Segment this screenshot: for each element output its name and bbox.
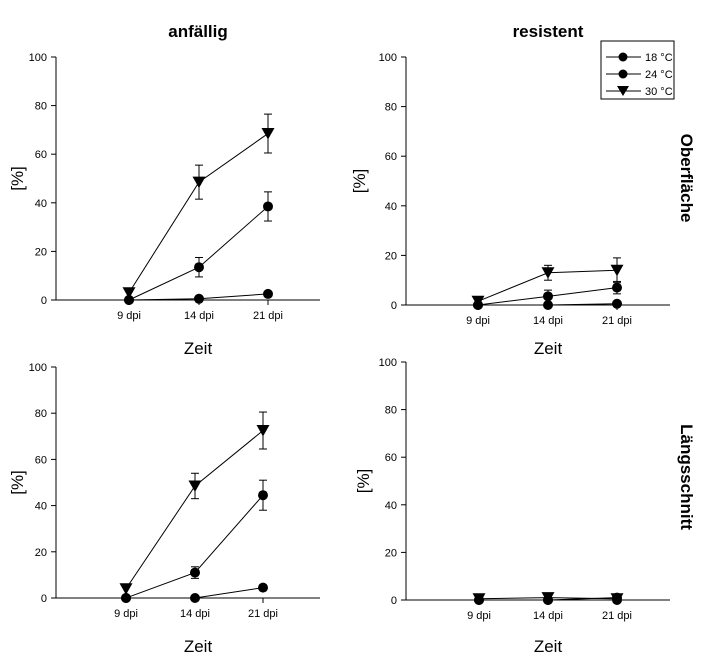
panel-top-left: 0 20 40 60 80 100 9 dpi 14 dpi 21 dpi Zeit [%] (8, 52, 320, 358)
y-tick-label: 0 (391, 595, 397, 607)
data-point (121, 593, 131, 603)
x-tick-label: 14 dpi (184, 310, 214, 322)
x-tick-label: 14 dpi (180, 608, 210, 620)
x-tick-label: 21 dpi (248, 608, 278, 620)
legend-marker (617, 86, 629, 96)
data-point (194, 293, 204, 304)
legend-marker (618, 52, 628, 62)
y-tick-label: 80 (35, 101, 47, 113)
y-axis-title: [%] (8, 470, 27, 495)
legend: 18 °C 24 °C 30 °C (600, 40, 675, 100)
x-tick-label: 21 dpi (602, 315, 632, 327)
x-axis-title: Zeit (534, 637, 563, 656)
y-tick-label: 80 (35, 408, 47, 420)
panel-bottom-left: 0 20 40 60 80 100 9 dpi 14 dpi 21 dpi Zeit [%] (8, 362, 320, 656)
x-tick-label: 14 dpi (533, 315, 563, 327)
y-tick-label: 60 (35, 149, 47, 161)
y-tick-label: 20 (35, 547, 47, 559)
y-tick-label: 100 (379, 357, 397, 369)
series-line (128, 206, 269, 301)
x-axis-title: Zeit (534, 339, 563, 358)
x-tick-label: 9 dpi (467, 610, 491, 622)
series-2 (473, 280, 622, 310)
data-point (190, 593, 200, 603)
y-tick-label: 0 (41, 295, 47, 307)
y-tick-label: 40 (385, 500, 397, 512)
data-point (256, 425, 270, 437)
y-tick-label: 0 (391, 300, 397, 312)
x-tick-label: 14 dpi (533, 610, 563, 622)
data-point (190, 567, 200, 578)
column-title-resistent: resistent (513, 22, 584, 41)
y-tick-label: 40 (385, 201, 397, 213)
data-point (612, 298, 622, 309)
x-tick-label: 9 dpi (117, 310, 141, 322)
series-3 (472, 592, 624, 605)
y-axis-title: [%] (8, 166, 27, 191)
x-tick-label: 9 dpi (466, 315, 490, 327)
y-tick-label: 100 (29, 52, 47, 64)
series-2 (124, 191, 273, 305)
y-tick-label: 20 (385, 250, 397, 262)
data-point (541, 592, 555, 604)
legend-label: 24 °C (645, 69, 673, 81)
data-point (610, 264, 624, 277)
row-title-laengsschnitt: Längsschnitt (677, 424, 696, 530)
data-point (258, 490, 268, 501)
y-tick-label: 80 (385, 405, 397, 417)
series-line (125, 494, 264, 599)
x-tick-label: 9 dpi (114, 608, 138, 620)
data-point (610, 593, 624, 605)
y-axis-title: [%] (350, 169, 369, 194)
legend-label: 30 °C (645, 86, 673, 98)
y-tick-label: 100 (379, 52, 397, 64)
y-tick-label: 40 (35, 198, 47, 210)
data-point (258, 582, 268, 593)
y-tick-label: 40 (35, 501, 47, 513)
data-point (194, 262, 204, 273)
data-point (263, 288, 273, 299)
panel-bottom-right: 0 20 40 60 80 100 9 dpi 14 dpi 21 dpi Zeit [%] (354, 357, 670, 656)
series-2 (121, 479, 268, 603)
y-tick-label: 80 (385, 102, 397, 114)
x-tick-label: 21 dpi (602, 610, 632, 622)
data-point (119, 583, 133, 595)
column-title-anfaellig: anfällig (168, 22, 228, 41)
data-point (543, 291, 553, 302)
data-point (261, 128, 275, 140)
y-tick-label: 100 (29, 362, 47, 374)
data-point (124, 295, 134, 305)
data-point (122, 287, 136, 299)
data-point (612, 282, 622, 293)
series-3 (119, 411, 270, 595)
data-point (192, 176, 206, 189)
legend-box (600, 40, 675, 100)
x-axis-title: Zeit (184, 637, 213, 656)
y-axis-title: [%] (354, 469, 373, 494)
data-point (472, 593, 486, 605)
y-tick-label: 20 (35, 246, 47, 258)
legend-label: 18 °C (645, 52, 673, 64)
y-tick-label: 20 (385, 547, 397, 559)
series-3 (122, 113, 275, 299)
series-1 (121, 582, 268, 603)
legend-marker (618, 69, 628, 79)
y-tick-label: 60 (385, 151, 397, 163)
data-point (541, 267, 555, 279)
y-tick-label: 60 (385, 452, 397, 464)
y-tick-label: 0 (41, 593, 47, 605)
data-point (188, 480, 202, 492)
data-point (471, 295, 485, 308)
series-line (125, 430, 264, 590)
x-tick-label: 21 dpi (253, 310, 283, 322)
data-point (263, 201, 273, 212)
x-axis-title: Zeit (184, 339, 213, 358)
y-tick-label: 60 (35, 454, 47, 466)
panel-top-right: 0 20 40 60 80 100 9 dpi 14 dpi 21 dpi Zeit [%] (350, 52, 670, 358)
series-3 (471, 257, 624, 308)
row-title-oberflaeche: Oberfläche (677, 134, 696, 223)
